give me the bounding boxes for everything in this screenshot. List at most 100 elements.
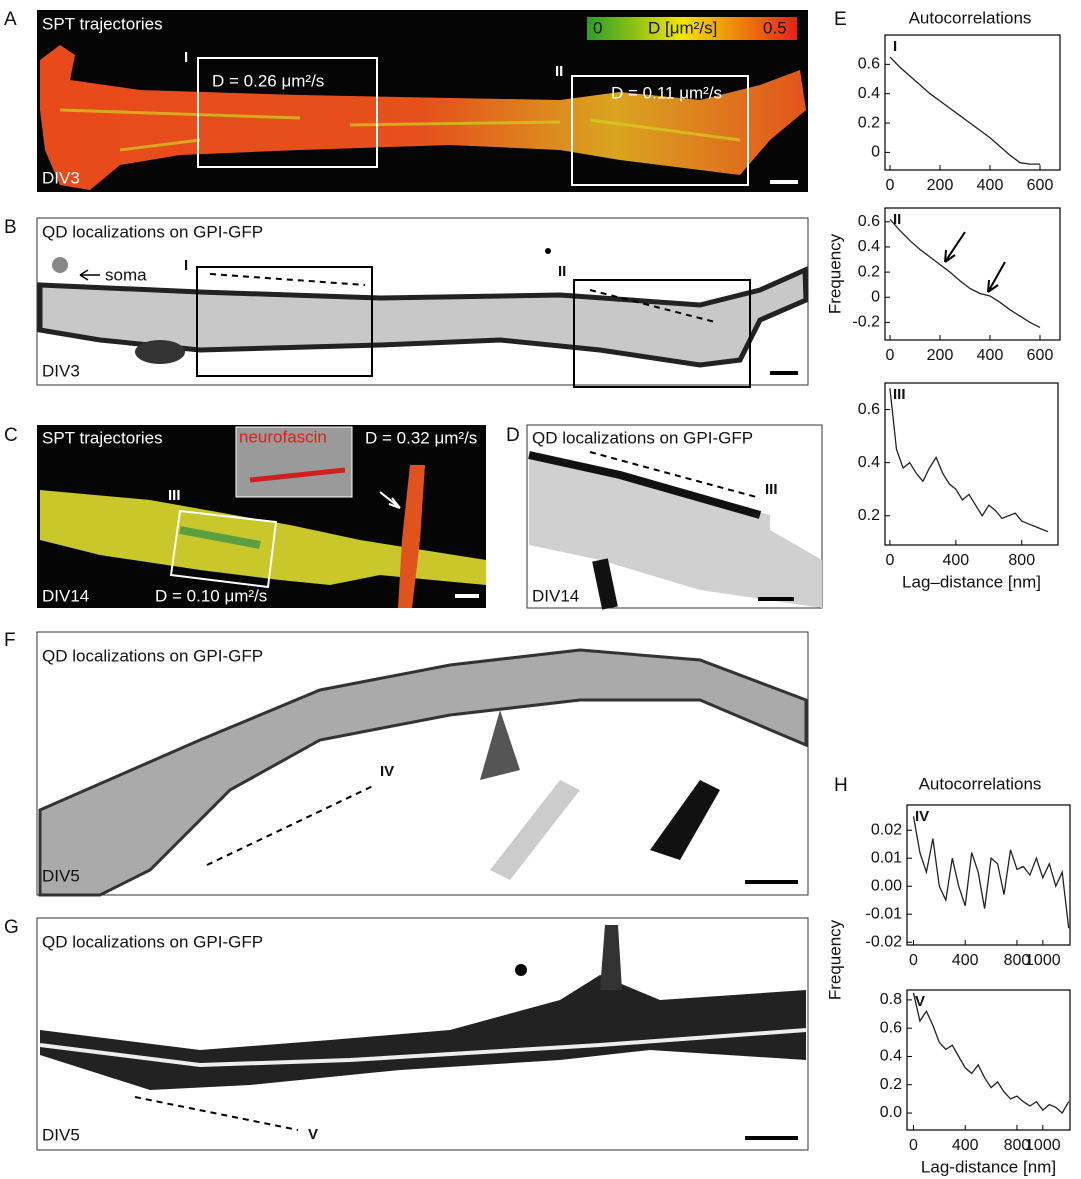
y-tick-label: 0.4 xyxy=(858,85,880,102)
y-tick-label: 0 xyxy=(871,288,880,305)
neuron-trajectories xyxy=(40,45,806,190)
panel-letter: G xyxy=(4,917,19,938)
scale-bar xyxy=(745,880,798,884)
panel-title: QD localizations on GPI-GFP xyxy=(42,932,263,951)
data-line xyxy=(889,218,1041,328)
plot-frame xyxy=(884,207,1061,341)
plot-frame xyxy=(906,804,1071,946)
data-line xyxy=(889,388,1049,533)
y-tick-label: 0.2 xyxy=(880,1076,902,1093)
dot xyxy=(515,964,527,976)
data-line xyxy=(912,992,1070,1115)
y-tick-label: 0.0 xyxy=(880,1104,902,1121)
plot-frame xyxy=(884,382,1059,546)
roi-label: I xyxy=(184,257,188,274)
branch xyxy=(650,780,720,860)
scale-bar xyxy=(758,597,794,601)
roi-label: IV xyxy=(380,763,394,780)
y-tick-label: 0.01 xyxy=(871,849,902,866)
dashed-line xyxy=(589,451,761,499)
x-tick-label: 0 xyxy=(909,952,918,969)
x-tick-label: 600 xyxy=(1027,177,1054,194)
panel-letter: E xyxy=(834,9,847,30)
colorbar-label: D [μm²/s] xyxy=(648,18,717,37)
neuron-edge xyxy=(528,451,762,519)
colorbar xyxy=(587,17,797,40)
panel-title: QD localizations on GPI-GFP xyxy=(532,428,753,447)
y-tick-label: 0.6 xyxy=(858,213,880,230)
data-line xyxy=(889,56,1040,165)
panel-letter: D xyxy=(506,425,520,446)
panel-title: SPT trajectories xyxy=(42,428,163,447)
y-tick-label: 0.2 xyxy=(858,507,880,524)
arrow xyxy=(987,261,1006,293)
neuron-trajectories xyxy=(40,490,486,585)
dashed-line xyxy=(206,784,376,866)
roi-value: D = 0.11 μm²/s xyxy=(611,83,722,102)
soma-blob xyxy=(52,257,68,273)
x-tick-label: 800 xyxy=(1008,552,1035,569)
panel-title: QD localizations on GPI-GFP xyxy=(42,646,263,665)
x-tick-label: 400 xyxy=(977,347,1004,364)
x-axis-label: Lag-distance [nm] xyxy=(921,1157,1056,1176)
panel-letter: H xyxy=(834,775,848,796)
curve-label: I xyxy=(893,38,897,55)
curve-label: IV xyxy=(915,808,929,825)
branch xyxy=(600,925,622,990)
roi-box xyxy=(169,509,278,589)
plot-frame xyxy=(906,989,1071,1131)
panel-letter: A xyxy=(4,9,17,30)
neuron xyxy=(40,975,806,1090)
y-tick-label: 0.6 xyxy=(880,1019,902,1036)
neuron xyxy=(529,455,822,608)
blob xyxy=(135,340,185,364)
branch xyxy=(480,710,520,780)
scale-bar xyxy=(770,371,798,375)
arrow xyxy=(379,491,401,509)
arrow xyxy=(944,231,966,263)
x-tick-label: 1000 xyxy=(1025,1137,1061,1154)
panel-title: Autocorrelations xyxy=(919,774,1042,793)
roi-label: II xyxy=(558,263,566,280)
x-tick-label: 0 xyxy=(886,347,895,364)
x-tick-label: 1000 xyxy=(1025,952,1061,969)
scale-bar xyxy=(770,180,798,184)
y-tick-label: -0.02 xyxy=(866,933,903,950)
panel-title: Autocorrelations xyxy=(909,8,1032,27)
y-tick-label: 0.00 xyxy=(871,877,902,894)
inset-label: neurofascin xyxy=(239,427,327,446)
x-tick-label: 0 xyxy=(886,177,895,194)
panel-title: QD localizations on GPI-GFP xyxy=(42,222,263,241)
x-tick-label: 400 xyxy=(952,952,979,969)
y-tick-label: 0 xyxy=(871,144,880,161)
panel-letter: B xyxy=(4,217,17,238)
x-tick-label: 800 xyxy=(1004,952,1031,969)
condition: DIV5 xyxy=(42,866,80,885)
y-tick-label: -0.01 xyxy=(866,905,903,922)
x-tick-label: 200 xyxy=(927,347,954,364)
branch xyxy=(490,780,580,880)
trajectory-streak xyxy=(179,526,261,549)
x-tick-label: 0 xyxy=(909,1137,918,1154)
y-tick-label: 0.8 xyxy=(880,991,902,1008)
y-tick-label: 0.2 xyxy=(858,114,880,131)
condition: DIV5 xyxy=(42,1125,80,1144)
panel-letter: F xyxy=(4,630,16,651)
roi-box xyxy=(571,75,749,186)
y-tick-label: 0.4 xyxy=(858,238,880,255)
branch xyxy=(592,558,618,610)
dashed-line xyxy=(209,273,366,286)
curve-label: III xyxy=(893,386,906,403)
y-tick-label: -0.2 xyxy=(852,314,880,331)
neuron-edge xyxy=(39,1028,807,1068)
x-tick-label: 400 xyxy=(977,177,1004,194)
x-tick-label: 0 xyxy=(885,552,894,569)
neuron xyxy=(38,648,808,897)
x-tick-label: 400 xyxy=(942,552,969,569)
y-axis-label: Frequency xyxy=(825,919,844,1000)
plot-frame xyxy=(884,34,1061,171)
trajectory-streak xyxy=(59,108,741,152)
curve-label: II xyxy=(893,211,901,228)
scale-bar xyxy=(455,594,479,598)
